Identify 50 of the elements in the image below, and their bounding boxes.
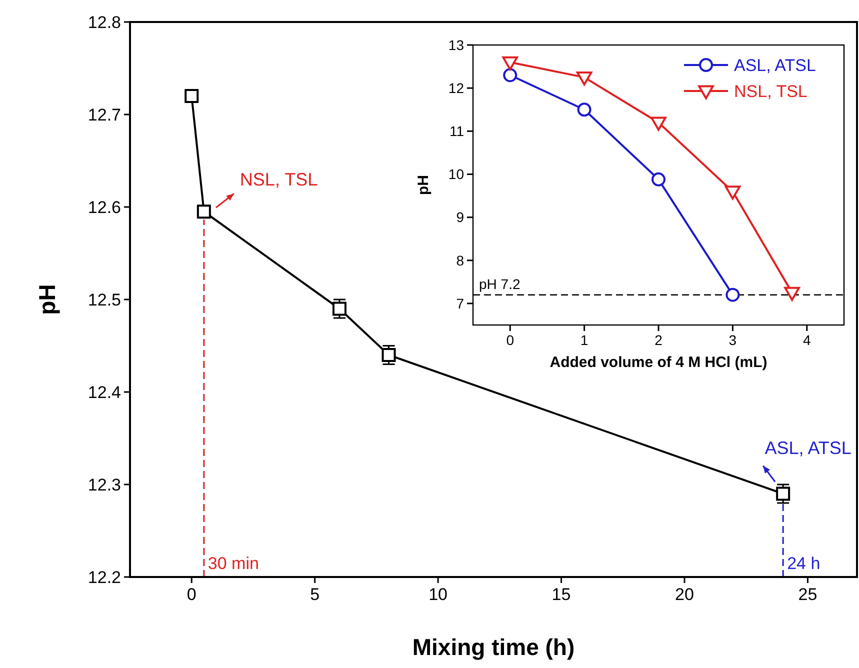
annotation: NSL, TSL (240, 170, 318, 190)
x-tick-label: 2 (654, 332, 663, 348)
annotation: ASL, ATSL (764, 438, 852, 458)
point (502, 56, 518, 70)
x-tick-label: 25 (798, 585, 818, 604)
point (382, 348, 396, 362)
point (724, 186, 741, 200)
point (332, 302, 346, 316)
point (726, 288, 740, 302)
x-axis-title: Added volume of 4 M HCl (mL) (550, 354, 768, 371)
y-tick-label: 11 (449, 123, 464, 140)
ref-line-label: pH 7.2 (479, 276, 520, 292)
y-tick-label: 12.8 (88, 12, 121, 32)
y-tick-label: 12.5 (88, 290, 121, 310)
y-tick-label: 12.3 (88, 475, 121, 494)
y-tick-label: 13 (448, 36, 464, 53)
ref-line-label: 30 min (208, 554, 259, 573)
point (577, 102, 592, 117)
y-tick-label: 12.7 (88, 105, 121, 124)
point (576, 72, 592, 86)
point (503, 68, 518, 82)
y-tick-label: 8 (456, 252, 464, 268)
x-tick-label: 20 (675, 585, 694, 604)
x-tick-label: 0 (186, 585, 196, 604)
point (776, 486, 790, 501)
y-axis-title: pH (415, 175, 432, 195)
x-tick-label: 15 (552, 585, 571, 604)
y-tick-label: 9 (456, 209, 464, 226)
legend-label: ASL, ATSL (734, 56, 816, 75)
x-tick-label: 4 (803, 332, 811, 348)
y-tick-label: 10 (448, 166, 464, 182)
ref-line-label: 24 h (787, 554, 820, 573)
y-tick-label: 12 (448, 80, 464, 96)
point (196, 204, 211, 219)
x-tick-label: 10 (428, 585, 448, 604)
x-tick-label: 1 (580, 332, 588, 348)
y-tick-label: 7 (456, 295, 464, 312)
y-tick-label: 12.6 (88, 198, 121, 217)
y-axis-title: pH (34, 284, 60, 315)
y-tick-label: 12.4 (88, 382, 121, 402)
legend-label: NSL, TSL (734, 82, 808, 101)
point (184, 89, 199, 103)
x-tick-label: 0 (506, 332, 514, 348)
point (784, 286, 800, 301)
y-tick-label: 12.2 (88, 568, 121, 587)
point (652, 172, 666, 186)
x-axis-title: Mixing time (h) (412, 634, 575, 660)
point (650, 116, 666, 131)
x-tick-label: 5 (310, 585, 320, 604)
x-tick-label: 3 (728, 332, 737, 348)
